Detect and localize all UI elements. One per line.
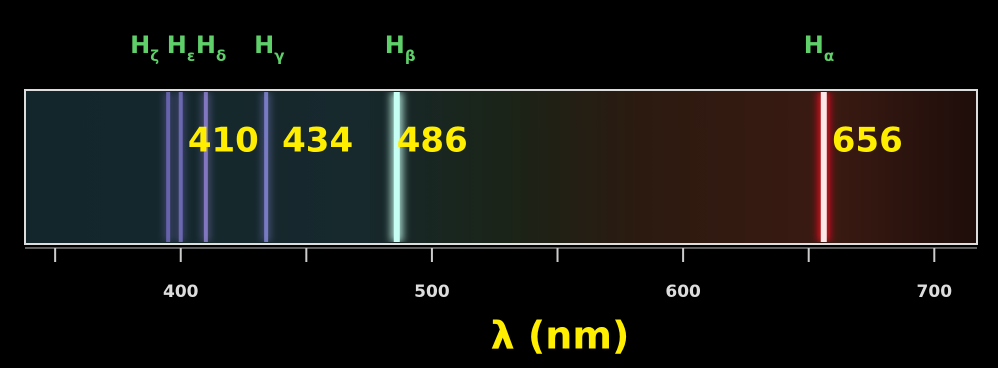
line-symbol: H bbox=[130, 31, 150, 59]
axis-label: λ (nm) bbox=[491, 314, 630, 358]
x-tick-label: 500 bbox=[414, 282, 450, 302]
x-tick-label: 400 bbox=[163, 282, 199, 302]
value-label: 486 bbox=[397, 121, 468, 161]
value-label: 434 bbox=[282, 121, 353, 161]
line-subscript: α bbox=[824, 47, 834, 65]
line-subscript: δ bbox=[216, 47, 226, 65]
value-label: 410 bbox=[188, 121, 259, 161]
line-symbol: H bbox=[254, 31, 274, 59]
line-symbol: H bbox=[385, 31, 405, 59]
line-subscript: γ bbox=[274, 47, 284, 65]
spectral-line bbox=[264, 92, 268, 242]
chart: λ (nm) 400500600700HζHεHδ410Hγ434Hβ486Hα… bbox=[0, 0, 998, 368]
spectral-line bbox=[179, 92, 183, 242]
line-symbol: H bbox=[196, 31, 216, 59]
line-symbol: H bbox=[804, 31, 824, 59]
line-symbol: H bbox=[167, 31, 187, 59]
spectral-line bbox=[204, 92, 208, 242]
line-subscript: ζ bbox=[150, 47, 159, 65]
spectral-line bbox=[166, 92, 170, 242]
value-label: 656 bbox=[832, 121, 903, 161]
x-tick-label: 700 bbox=[917, 282, 953, 302]
line-subscript: ε bbox=[187, 47, 195, 65]
x-tick-label: 600 bbox=[665, 282, 701, 302]
line-subscript: β bbox=[405, 47, 416, 65]
spectral-line bbox=[394, 92, 400, 242]
spectral-line bbox=[821, 92, 827, 242]
